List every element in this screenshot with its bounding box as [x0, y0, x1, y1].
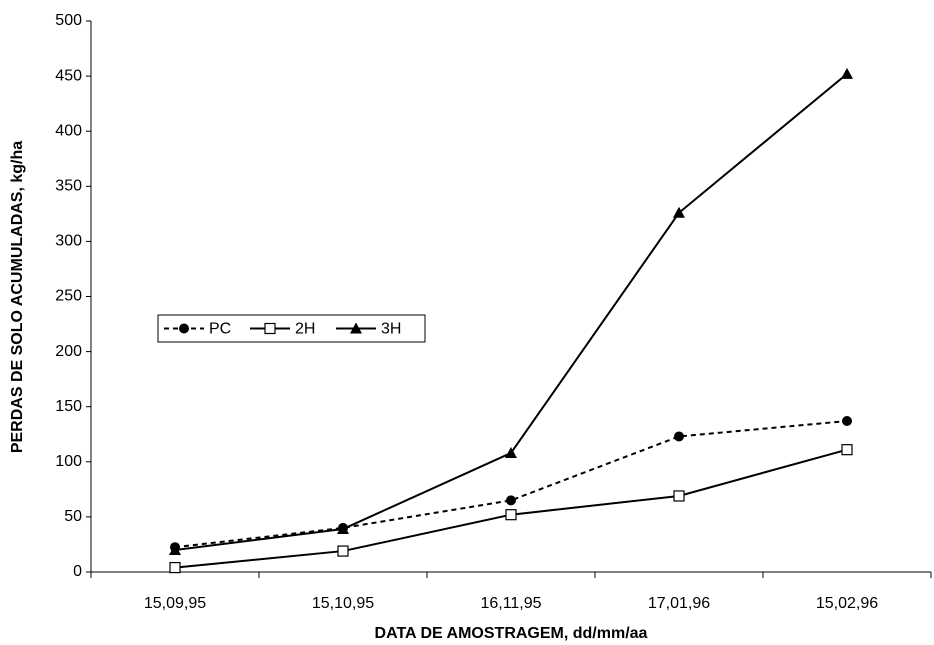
marker [506, 495, 516, 506]
marker [169, 543, 181, 555]
x-tick-label: 15,09,95 [144, 595, 206, 612]
marker [505, 509, 517, 521]
y-tick-label: 0 [73, 563, 82, 580]
marker [673, 206, 685, 218]
series-line [174, 448, 848, 569]
marker [337, 545, 349, 557]
y-tick-label: 300 [55, 233, 82, 250]
legend-label: 2H [295, 321, 315, 338]
y-tick-label: 450 [55, 67, 82, 84]
marker [842, 416, 852, 427]
marker [674, 431, 684, 442]
x-tick-label: 16,11,95 [480, 595, 541, 612]
marker [841, 444, 853, 456]
y-tick-label: 100 [55, 453, 82, 470]
y-tick-label: 250 [55, 288, 82, 305]
marker [841, 67, 853, 79]
marker [673, 490, 685, 502]
y-tick-label: 200 [55, 343, 82, 360]
y-tick-label: 50 [64, 508, 82, 525]
marker [264, 322, 276, 335]
y-tick-label: 150 [55, 398, 82, 415]
marker [337, 523, 349, 535]
legend-label: PC [209, 321, 231, 338]
y-tick-label: 500 [55, 12, 82, 29]
marker [505, 446, 517, 458]
y-tick-label: 400 [55, 122, 82, 139]
y-axis-label: PERDAS DE SOLO ACUMULADAS, kg/ha [9, 141, 26, 453]
series-line [174, 420, 848, 549]
marker [350, 322, 362, 334]
marker [169, 561, 181, 574]
x-axis-label: DATA DE AMOSTRAGEM, dd/mm/aa [375, 625, 648, 642]
x-tick-label: 15,02,96 [816, 595, 878, 612]
legend-label: 3H [381, 321, 401, 338]
x-tick-label: 15,10,95 [312, 595, 374, 612]
y-tick-label: 350 [55, 178, 82, 195]
series-line [174, 73, 848, 551]
marker [179, 323, 189, 334]
x-tick-label: 17,01,96 [648, 595, 710, 612]
